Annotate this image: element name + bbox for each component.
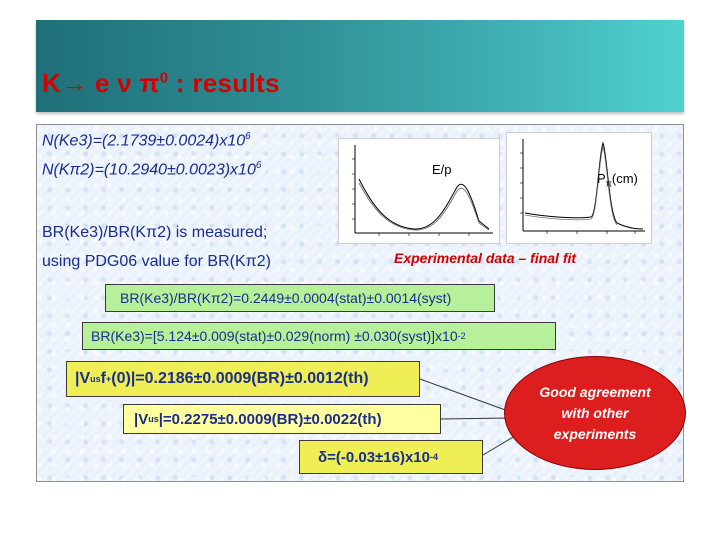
vus-f-box: |V us f + (0)|=0.2186±0.0009(BR)±0.0012(th) — [66, 361, 420, 397]
ppi-fit-plot — [506, 132, 652, 244]
agreement-ellipse: Good agreement with other experiments — [504, 356, 686, 470]
ep-fit-graph — [352, 145, 493, 236]
kpi2-count: N(Kπ2)=(10.2940±0.0023)x106 — [42, 160, 262, 179]
ppi-axis-label: Pπ(cm) — [597, 171, 638, 189]
ppi-fit-graph — [520, 139, 645, 234]
br-ratio-box: BR(Ke3)/BR(Kπ2)=0.2449±0.0004(stat)±0.00… — [105, 284, 495, 312]
ep-fit-plot — [338, 138, 500, 244]
vus-box: |V us |=0.2275±0.0009(BR)±0.0022(th) — [123, 404, 441, 434]
br-ke3-box: BR(Ke3)=[5.124±0.009(stat)±0.029(norm) ±… — [82, 322, 556, 350]
measurement-line-2: using PDG06 value for BR(Kπ2) — [42, 253, 271, 270]
slide-title: K→ e ν π0 : results — [42, 68, 280, 98]
agreement-text: Good agreement with other experiments — [539, 383, 651, 442]
ke3-count: N(Ke3)=(2.1739±0.0024)x106 — [42, 131, 251, 150]
delta-box: δ=(-0.03±16)x10 -4 — [299, 440, 483, 474]
plots-caption: Experimental data – final fit — [394, 250, 577, 266]
ep-axis-label: E/p — [432, 162, 452, 177]
title-bar: K→ e ν π0 : results — [36, 20, 684, 112]
measurement-line-1: BR(Ke3)/BR(Kπ2) is measured; — [42, 224, 268, 241]
